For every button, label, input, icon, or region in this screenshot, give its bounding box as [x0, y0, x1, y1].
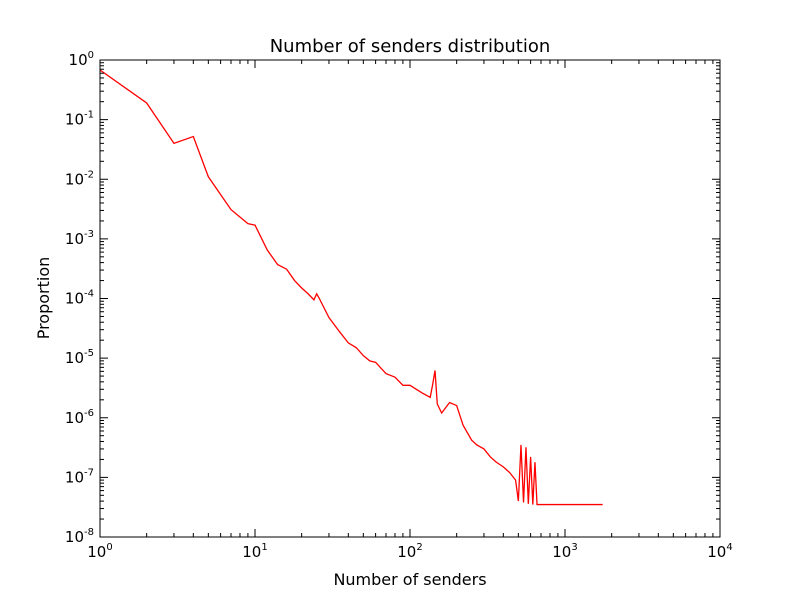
x-tick-label: 101: [242, 542, 267, 561]
series-line-0: [99, 69, 603, 506]
ticks-layer: 100 101 102 103 104 100 10-1 10-2 10-3 10-4 10-5 10…: [65, 50, 733, 561]
x-tick-label: 103: [552, 542, 577, 561]
series-layer: [99, 69, 603, 506]
y-tick-label: 10-7: [65, 467, 94, 486]
y-tick-label: 10-6: [65, 408, 94, 427]
y-tick-label: 10-4: [65, 289, 94, 308]
y-axis-label: Proportion: [34, 257, 53, 340]
x-tick-label: 102: [397, 542, 422, 561]
y-tick-label: 10-3: [65, 229, 94, 248]
chart-title: Number of senders distribution: [270, 36, 551, 57]
x-tick-label: 104: [707, 542, 732, 561]
y-tick-label: 10-1: [65, 110, 94, 129]
y-tick-label: 10-8: [65, 527, 94, 546]
x-axis-label: Number of senders: [333, 570, 486, 589]
y-tick-label: 100: [69, 50, 94, 69]
y-tick-label: 10-2: [65, 169, 94, 188]
y-tick-label: 10-5: [65, 348, 94, 367]
x-tick-label: 100: [87, 542, 112, 561]
